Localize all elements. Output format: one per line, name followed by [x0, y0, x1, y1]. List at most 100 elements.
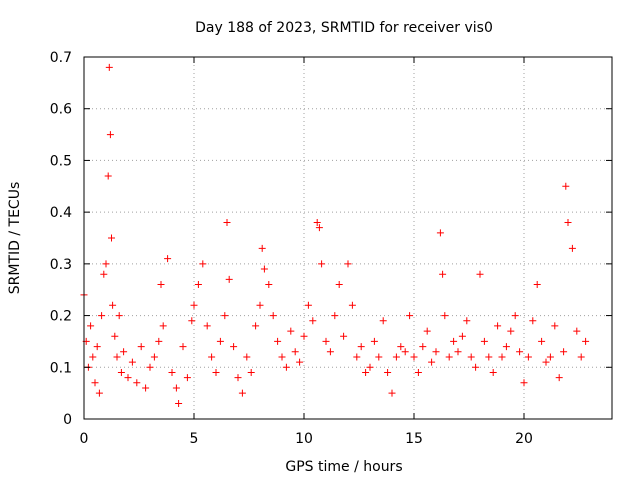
- data-point: [454, 348, 462, 356]
- data-point: [256, 301, 264, 309]
- y-tick-label: 0.2: [50, 309, 72, 325]
- data-point: [300, 332, 308, 340]
- data-point: [109, 301, 117, 309]
- data-point: [498, 353, 506, 361]
- data-point: [467, 353, 475, 361]
- data-point: [258, 244, 266, 252]
- data-point: [436, 229, 444, 237]
- data-point: [353, 353, 361, 361]
- data-point: [485, 353, 493, 361]
- data-point: [278, 353, 286, 361]
- data-point: [120, 348, 128, 356]
- data-point: [102, 260, 110, 268]
- data-point: [190, 301, 198, 309]
- data-point: [502, 343, 510, 351]
- data-point: [533, 281, 541, 289]
- data-point: [194, 281, 202, 289]
- x-tick-label: 5: [190, 431, 199, 447]
- data-point: [560, 348, 568, 356]
- data-point: [348, 301, 356, 309]
- data-point: [511, 312, 519, 320]
- data-point: [582, 337, 590, 345]
- data-point: [296, 358, 304, 366]
- data-point: [113, 353, 121, 361]
- data-point: [309, 317, 317, 325]
- data-point: [168, 368, 176, 376]
- data-point: [538, 337, 546, 345]
- tick-labels: 0 5 10 15 20 0 0.1 0.2 0.3 0.4 0.5 0.6 0.7: [50, 50, 533, 447]
- data-point: [150, 353, 158, 361]
- data-point: [274, 337, 282, 345]
- data-point: [247, 368, 255, 376]
- data-point: [146, 363, 154, 371]
- data-point: [252, 322, 260, 330]
- x-tick-label: 10: [295, 431, 313, 447]
- data-point: [414, 368, 422, 376]
- data-point: [520, 379, 528, 387]
- y-tick-label: 0.7: [50, 50, 72, 66]
- data-point: [243, 353, 251, 361]
- data-point: [159, 322, 167, 330]
- data-point: [304, 301, 312, 309]
- data-point: [238, 389, 246, 397]
- data-point: [472, 363, 480, 371]
- data-point: [573, 327, 581, 335]
- data-point: [480, 337, 488, 345]
- data-point: [216, 337, 224, 345]
- data-point: [542, 358, 550, 366]
- plot-frame: [83, 56, 613, 420]
- data-point: [124, 374, 132, 382]
- data-point: [419, 343, 427, 351]
- chart-title: Day 188 of 2023, SRMTID for receiver vis…: [195, 20, 493, 36]
- data-point: [529, 317, 537, 325]
- data-point: [287, 327, 295, 335]
- data-point: [458, 332, 466, 340]
- data-point: [269, 312, 277, 320]
- data-point: [157, 281, 165, 289]
- data-point: [265, 281, 273, 289]
- data-point: [212, 368, 220, 376]
- data-point: [208, 353, 216, 361]
- data-points: [80, 63, 590, 407]
- data-point: [95, 389, 103, 397]
- data-point: [432, 348, 440, 356]
- data-point: [93, 343, 101, 351]
- data-point: [322, 337, 330, 345]
- data-point: [546, 353, 554, 361]
- data-point: [335, 281, 343, 289]
- data-point: [568, 244, 576, 252]
- y-tick-label: 0.1: [50, 360, 72, 376]
- data-point: [291, 348, 299, 356]
- data-point: [439, 270, 447, 278]
- data-point: [388, 389, 396, 397]
- data-point: [445, 353, 453, 361]
- y-tick-label: 0.5: [50, 153, 72, 169]
- data-point: [562, 182, 570, 190]
- data-point: [155, 337, 163, 345]
- data-point: [137, 343, 145, 351]
- data-point: [175, 399, 183, 407]
- data-point: [104, 172, 112, 180]
- data-point: [331, 312, 339, 320]
- data-point: [100, 270, 108, 278]
- data-point: [133, 379, 141, 387]
- data-point: [555, 374, 563, 382]
- data-point: [489, 368, 497, 376]
- data-point: [370, 337, 378, 345]
- data-point: [179, 343, 187, 351]
- data-point: [340, 332, 348, 340]
- data-point: [357, 343, 365, 351]
- x-axis-label: GPS time / hours: [285, 459, 402, 475]
- x-tick-label: 0: [80, 431, 89, 447]
- data-point: [401, 348, 409, 356]
- data-point: [392, 353, 400, 361]
- data-point: [507, 327, 515, 335]
- data-point: [91, 379, 99, 387]
- data-point: [111, 332, 119, 340]
- data-point: [98, 312, 106, 320]
- data-point: [384, 368, 392, 376]
- data-point: [551, 322, 559, 330]
- data-point: [221, 312, 229, 320]
